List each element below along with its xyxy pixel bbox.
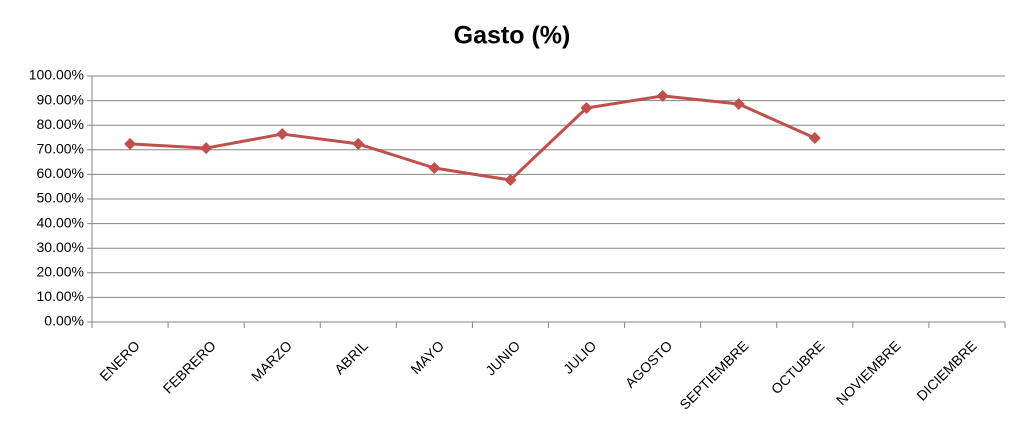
data-marker bbox=[580, 101, 593, 114]
x-tick-label: OCTUBRE bbox=[768, 337, 828, 397]
y-tick-label: 70.00% bbox=[37, 141, 84, 157]
y-tick-label: 30.00% bbox=[37, 239, 84, 255]
y-tick-label: 10.00% bbox=[37, 288, 84, 304]
x-tick-label: ENERO bbox=[96, 337, 143, 384]
x-tick-label: JULIO bbox=[560, 337, 599, 376]
y-tick-label: 90.00% bbox=[37, 91, 84, 107]
y-tick-label: 80.00% bbox=[37, 116, 84, 132]
series-line bbox=[129, 94, 816, 182]
y-tick-label: 100.00% bbox=[29, 67, 84, 83]
data-marker bbox=[656, 89, 669, 102]
y-tick-label: 50.00% bbox=[37, 190, 84, 206]
x-tick-label: AGOSTO bbox=[622, 337, 676, 391]
y-tick-label: 20.00% bbox=[37, 264, 84, 280]
y-tick-label: 0.00% bbox=[44, 313, 84, 329]
x-tick-label: ABRIL bbox=[331, 337, 371, 377]
x-tick-label: MAYO bbox=[407, 337, 447, 377]
x-tick-label: SEPTIEMBRE bbox=[676, 337, 751, 412]
x-tick-label: DICIEMBRE bbox=[913, 337, 979, 403]
y-tick-label: 60.00% bbox=[37, 165, 84, 181]
data-marker bbox=[732, 98, 745, 111]
x-tick-label: NOVIEMBRE bbox=[833, 337, 904, 408]
data-marker bbox=[200, 142, 213, 155]
data-marker bbox=[808, 131, 821, 144]
data-marker bbox=[428, 162, 441, 175]
y-tick-label: 40.00% bbox=[37, 214, 84, 230]
data-marker bbox=[276, 128, 289, 141]
data-marker bbox=[504, 174, 517, 187]
x-tick-label: FEBRERO bbox=[160, 337, 219, 396]
x-tick-label: MARZO bbox=[248, 337, 295, 384]
data-marker bbox=[124, 137, 137, 150]
chart-title: Gasto (%) bbox=[454, 22, 571, 50]
x-tick-label: JUNIO bbox=[482, 337, 523, 378]
data-marker bbox=[352, 137, 365, 150]
